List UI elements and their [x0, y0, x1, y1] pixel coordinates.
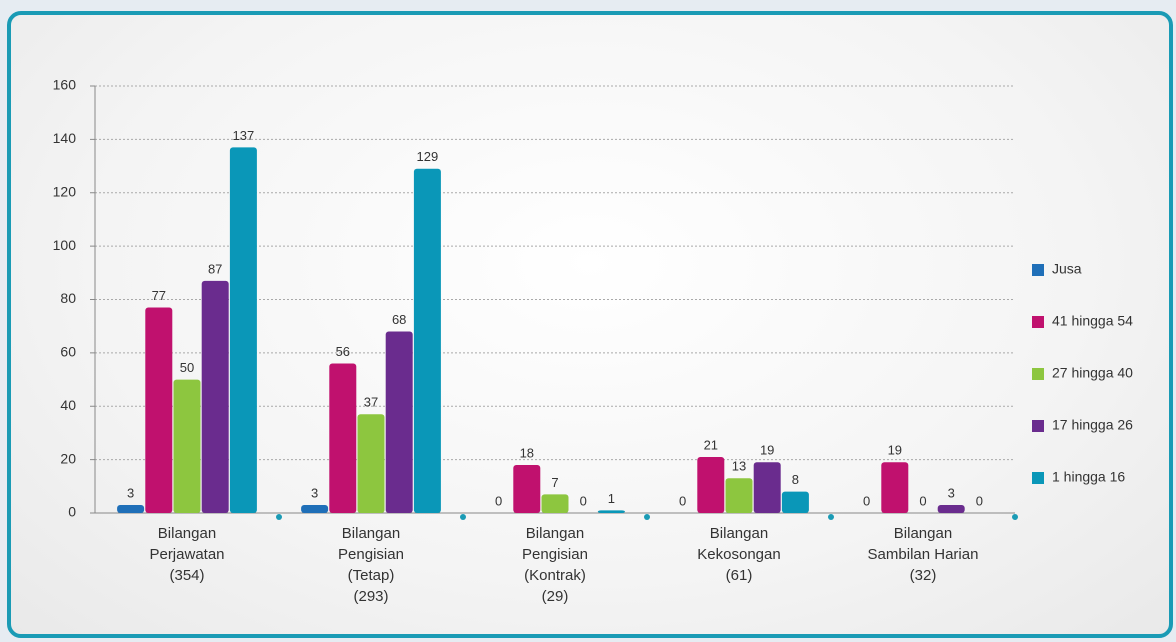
value-label: 19	[888, 443, 902, 458]
bar	[753, 462, 781, 513]
y-tick-label: 20	[60, 450, 76, 466]
x-tick-label: Sambilan Harian	[868, 546, 979, 563]
value-label: 7	[551, 475, 558, 490]
x-tick-label: (61)	[726, 567, 753, 584]
value-label: 3	[127, 485, 134, 500]
value-label: 1	[608, 491, 615, 506]
x-tick-label: Bilangan	[894, 525, 952, 542]
bar	[173, 379, 201, 513]
y-tick-label: 160	[53, 77, 77, 93]
bar	[201, 280, 229, 513]
bar	[385, 331, 413, 513]
y-tick-label: 0	[68, 504, 76, 520]
bar	[145, 307, 173, 513]
x-tick-label: Bilangan	[710, 525, 768, 542]
x-tick-label: Bilangan	[342, 525, 400, 542]
value-label: 129	[417, 149, 439, 164]
legend-label: 1 hingga 16	[1052, 469, 1125, 485]
bar	[301, 504, 329, 513]
bar	[413, 168, 441, 513]
value-label: 50	[180, 360, 194, 375]
x-tick-label: (Tetap)	[348, 567, 395, 584]
legend-label: Jusa	[1052, 261, 1082, 277]
x-tick-label: Pengisian	[338, 546, 404, 563]
bar	[357, 414, 385, 513]
value-label: 0	[679, 493, 686, 508]
x-tick-label: (29)	[542, 588, 569, 605]
card	[7, 11, 1173, 638]
bar	[329, 363, 357, 513]
bar	[725, 478, 753, 513]
x-tick-label: Kekosongan	[697, 546, 780, 563]
legend-swatch	[1032, 420, 1044, 432]
value-label: 18	[520, 445, 534, 460]
x-tick-label: (32)	[910, 567, 937, 584]
y-tick-label: 80	[60, 290, 76, 306]
bar	[229, 147, 257, 513]
value-label: 8	[792, 472, 799, 487]
bar	[881, 462, 909, 513]
value-label: 137	[233, 128, 255, 143]
x-tick-label: Pengisian	[522, 546, 588, 563]
legend-swatch	[1032, 472, 1044, 484]
legend-swatch	[1032, 264, 1044, 276]
y-tick-label: 60	[60, 344, 76, 360]
value-label: 0	[976, 493, 983, 508]
axis-dot	[828, 514, 834, 520]
bar	[541, 494, 569, 513]
bar	[937, 504, 965, 513]
bar	[513, 464, 541, 513]
legend-swatch	[1032, 316, 1044, 328]
axis-dot	[460, 514, 466, 520]
y-tick-label: 140	[53, 130, 77, 146]
axis-dot	[1012, 514, 1018, 520]
y-tick-label: 100	[53, 237, 77, 253]
x-tick-label: (Kontrak)	[524, 567, 586, 584]
value-label: 19	[760, 443, 774, 458]
y-tick-label: 40	[60, 397, 76, 413]
value-label: 0	[580, 493, 587, 508]
legend-label: 27 hingga 40	[1052, 365, 1133, 381]
x-tick-label: (354)	[169, 567, 204, 584]
bar	[117, 504, 145, 513]
value-label: 3	[311, 485, 318, 500]
y-tick-label: 120	[53, 183, 77, 199]
bar	[597, 510, 625, 513]
bar	[697, 456, 725, 513]
value-label: 3	[948, 485, 955, 500]
legend-label: 41 hingga 54	[1052, 313, 1133, 329]
value-label: 87	[208, 261, 222, 276]
value-label: 68	[392, 312, 406, 327]
value-label: 0	[863, 493, 870, 508]
value-label: 77	[152, 288, 166, 303]
value-label: 0	[495, 493, 502, 508]
x-tick-label: (293)	[353, 588, 388, 605]
value-label: 0	[919, 493, 926, 508]
value-label: 13	[732, 459, 746, 474]
x-tick-label: Bilangan	[526, 525, 584, 542]
value-label: 56	[336, 344, 350, 359]
value-label: 37	[364, 395, 378, 410]
axis-dot	[276, 514, 282, 520]
axis-dot	[644, 514, 650, 520]
legend-swatch	[1032, 368, 1044, 380]
x-tick-label: Perjawatan	[149, 546, 224, 563]
x-tick-label: Bilangan	[158, 525, 216, 542]
value-label: 21	[704, 437, 718, 452]
legend-label: 17 hingga 26	[1052, 417, 1133, 433]
bar	[781, 491, 809, 513]
